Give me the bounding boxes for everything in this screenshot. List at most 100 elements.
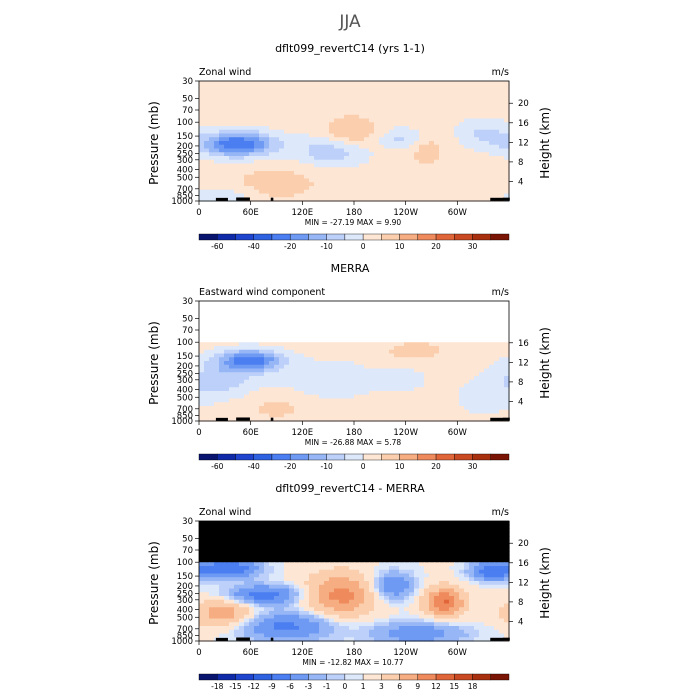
heatmap-cell — [369, 171, 375, 176]
heatmap-cell — [504, 539, 510, 545]
heatmap-cell — [364, 327, 370, 332]
heatmap-cell — [254, 349, 260, 355]
heatmap-cell — [299, 178, 305, 183]
heatmap-cell — [334, 122, 340, 127]
min-max-stats: MIN = -27.19 MAX = 9.90 — [305, 218, 402, 227]
heatmap-cell — [474, 118, 480, 123]
heatmap-cell — [244, 562, 250, 567]
heatmap-cell — [304, 357, 310, 362]
heatmap-cell — [469, 342, 475, 347]
heatmap-cell — [244, 103, 250, 108]
topography-mark — [215, 417, 228, 421]
heatmap-cell — [269, 103, 275, 108]
heatmap-cell — [389, 88, 395, 93]
heatmap-cell — [419, 569, 425, 575]
heatmap-cell — [484, 327, 490, 332]
heatmap-cell — [209, 353, 215, 358]
heatmap-cell — [344, 357, 350, 362]
heatmap-cell — [404, 118, 410, 123]
heatmap-cell — [209, 129, 215, 135]
heatmap-cell — [499, 178, 505, 183]
heatmap-cell — [254, 301, 260, 306]
heatmap-cell — [369, 547, 375, 552]
heatmap-cell — [484, 174, 490, 180]
heatmap-cell — [319, 334, 325, 340]
heatmap-cell — [364, 357, 370, 362]
heatmap-cell — [494, 521, 500, 526]
heatmap-cell — [289, 118, 295, 123]
heatmap-cell — [349, 129, 355, 135]
heatmap-cell — [299, 539, 305, 545]
heatmap-cell — [414, 417, 420, 422]
heatmap-cell — [459, 312, 465, 317]
heatmap-cell — [249, 323, 255, 328]
heatmap-cell — [444, 346, 450, 351]
heatmap-cell — [354, 111, 360, 116]
panel-units: m/s — [492, 507, 509, 518]
heatmap-cell — [229, 114, 235, 120]
heatmap-cell — [374, 182, 380, 187]
heatmap-cell — [379, 547, 385, 552]
heatmap-cell — [394, 96, 400, 101]
heatmap-cell — [279, 167, 285, 172]
heatmap-cell — [489, 353, 495, 358]
heatmap-cell — [364, 558, 370, 563]
heatmap-cell — [299, 391, 305, 396]
heatmap-cell — [214, 409, 220, 415]
heatmap-cell — [319, 562, 325, 567]
heatmap-cell — [209, 96, 215, 101]
heatmap-cell — [504, 92, 510, 97]
heatmap-cell — [269, 543, 275, 548]
heatmap-cell — [409, 316, 415, 321]
heatmap-cell — [444, 551, 450, 556]
heatmap-cell — [274, 353, 280, 358]
heatmap-cell — [274, 84, 280, 90]
heatmap-cell — [209, 189, 215, 195]
heatmap-cell — [384, 129, 390, 135]
heatmap-cell — [464, 103, 470, 108]
heatmap-cell — [354, 186, 360, 191]
heatmap-cell — [284, 551, 290, 556]
heatmap-cell — [274, 182, 280, 187]
heatmap-cell — [474, 551, 480, 556]
heatmap-cell — [259, 171, 265, 176]
heatmap-cell — [419, 543, 425, 548]
heatmap-cell — [359, 174, 365, 180]
heatmap-cell — [254, 398, 260, 403]
heatmap-cell — [384, 316, 390, 321]
heatmap-cell — [279, 152, 285, 157]
heatmap-cell — [219, 398, 225, 403]
heatmap-cell — [334, 528, 340, 533]
heatmap-cell — [439, 346, 445, 351]
heatmap-cell — [454, 413, 460, 418]
heatmap-cell — [369, 96, 375, 101]
heatmap-cell — [404, 301, 410, 306]
heatmap-cell — [364, 528, 370, 533]
heatmap-cell — [274, 417, 280, 422]
heatmap-cell — [239, 368, 245, 373]
heatmap-cell — [414, 152, 420, 157]
heatmap-cell — [449, 193, 455, 198]
heatmap-cell — [229, 532, 235, 537]
heatmap-cell — [289, 312, 295, 317]
heatmap-cell — [409, 319, 415, 325]
heatmap-cell — [299, 96, 305, 101]
heatmap-cell — [324, 301, 330, 306]
heatmap-cell — [329, 357, 335, 362]
heatmap-cell — [219, 182, 225, 187]
heatmap-cell — [379, 323, 385, 328]
heatmap-cell — [224, 536, 230, 541]
heatmap-cell — [454, 137, 460, 142]
heatmap-cell — [449, 186, 455, 191]
heatmap-cell — [289, 84, 295, 90]
heatmap-cell — [239, 189, 245, 195]
heatmap-cell — [439, 338, 445, 343]
heatmap-cell — [384, 391, 390, 396]
heatmap-cell — [419, 394, 425, 400]
colorbar-swatch — [490, 233, 510, 241]
heatmap-cell — [309, 319, 315, 325]
heatmap-cell — [459, 301, 465, 306]
heatmap-cell — [234, 566, 240, 571]
heatmap-cell — [334, 402, 340, 407]
heatmap-cell — [389, 92, 395, 97]
